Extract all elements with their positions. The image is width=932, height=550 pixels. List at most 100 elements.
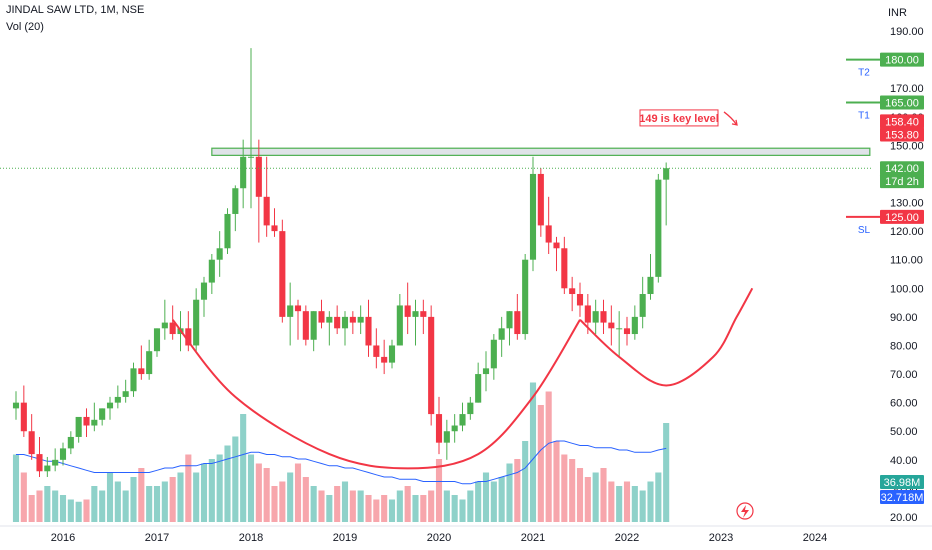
candle-body: [537, 173, 544, 226]
y-tick-label: 120.00: [890, 226, 924, 238]
annotation-arrowhead: [731, 119, 738, 126]
volume-bar: [349, 490, 356, 522]
candle-body: [20, 402, 27, 432]
candle-body: [240, 156, 247, 189]
volume-bar: [592, 472, 599, 522]
candle-body: [232, 188, 239, 214]
candle-body: [451, 425, 458, 432]
candle-body: [545, 225, 552, 243]
volume-bar: [576, 468, 584, 522]
candle-body: [655, 179, 662, 277]
volume-bar: [177, 472, 184, 522]
volume-bar: [451, 495, 458, 522]
price-label: 180.00 T2: [846, 52, 924, 79]
annotations-layer: 149 is key level: [639, 109, 754, 520]
key-level-annotation: 149 is key level: [639, 109, 738, 127]
candle-body: [75, 416, 82, 437]
price-level-tag: T1: [858, 110, 870, 121]
volume-bar: [545, 391, 552, 522]
candle-body: [592, 311, 599, 323]
volume-bar: [600, 468, 607, 522]
y-tick-label: 50.00: [890, 426, 918, 438]
volume-bar: [36, 490, 43, 522]
volume-bar: [404, 486, 411, 522]
candle-body: [279, 231, 286, 317]
volume-bar: [318, 490, 325, 522]
candle-body: [334, 316, 341, 329]
volume-bar: [216, 454, 223, 522]
price-label-box: [880, 209, 924, 224]
x-tick-label: 2021: [521, 532, 545, 544]
price-label-text: 125.00: [885, 212, 919, 224]
volume-bar: [475, 481, 482, 522]
candle-body: [584, 305, 591, 323]
candle-body: [663, 168, 670, 180]
candle-body: [435, 414, 443, 443]
volume-bar: [240, 414, 247, 522]
volume-bar: [561, 454, 568, 522]
volume-bar: [435, 459, 443, 522]
price-label: 17d 2h: [880, 174, 924, 189]
candle-body: [224, 213, 231, 249]
volume-bar: [138, 468, 145, 522]
volume-bar: [106, 472, 114, 522]
candle-body: [475, 374, 482, 403]
price-label-text: 180.00: [885, 55, 919, 67]
candle-body: [373, 345, 380, 357]
candle-body: [138, 368, 145, 375]
candle-body: [200, 282, 208, 300]
volume-label-box: [880, 475, 924, 489]
candle-body: [623, 328, 631, 335]
volume-bar: [428, 490, 435, 522]
volume-bar: [498, 477, 505, 522]
price-label: 165.00 T1: [846, 95, 924, 121]
price-label-box: [880, 174, 924, 189]
volume-bar: [193, 472, 200, 522]
lightning-icon-bolt: [741, 505, 749, 518]
price-level-tag: SL: [858, 225, 871, 236]
annotation-text: 149 is key level: [639, 113, 719, 125]
candle-body: [357, 316, 364, 323]
volume-bar: [287, 472, 294, 522]
candle-body: [44, 465, 51, 472]
candle-body: [169, 322, 176, 335]
volume-bar: [83, 499, 90, 522]
candle-body: [146, 351, 153, 375]
candle-body: [412, 311, 419, 317]
candle-body: [647, 276, 654, 295]
volume-bar: [522, 441, 529, 522]
candle-body: [326, 316, 333, 323]
volume-bar: [357, 490, 364, 522]
candle-body: [396, 305, 403, 346]
candle-body: [514, 311, 521, 335]
candle-body: [490, 339, 497, 369]
price-label: 153.80: [880, 127, 924, 142]
y-axis-unit: INR: [888, 7, 907, 19]
resistance-zone-layer: [211, 147, 871, 156]
volume-bar: [91, 486, 98, 522]
volume-bar: [44, 486, 51, 522]
volume-bar: [271, 486, 278, 522]
volume-bar: [365, 495, 372, 522]
volume-label-box: [880, 490, 924, 504]
lightning-icon: [736, 502, 754, 520]
candle-body: [59, 448, 67, 460]
volume-bar: [185, 454, 192, 522]
volume-bar: [459, 499, 466, 522]
price-label-text: 142.00: [885, 163, 919, 175]
volume-bar: [443, 490, 450, 522]
volume-ma-layer: [16, 440, 667, 485]
candle-body: [247, 156, 255, 158]
price-label-text: 165.00: [885, 97, 919, 109]
candle-body: [381, 356, 388, 363]
handle-curve: [579, 287, 754, 387]
y-tick-label: 70.00: [890, 369, 918, 381]
volume-bar: [420, 495, 427, 522]
candle-body: [420, 311, 427, 317]
candle-body: [631, 316, 638, 335]
candle-body: [36, 454, 43, 472]
volume-bar: [631, 486, 638, 522]
volume-bar: [224, 445, 231, 522]
